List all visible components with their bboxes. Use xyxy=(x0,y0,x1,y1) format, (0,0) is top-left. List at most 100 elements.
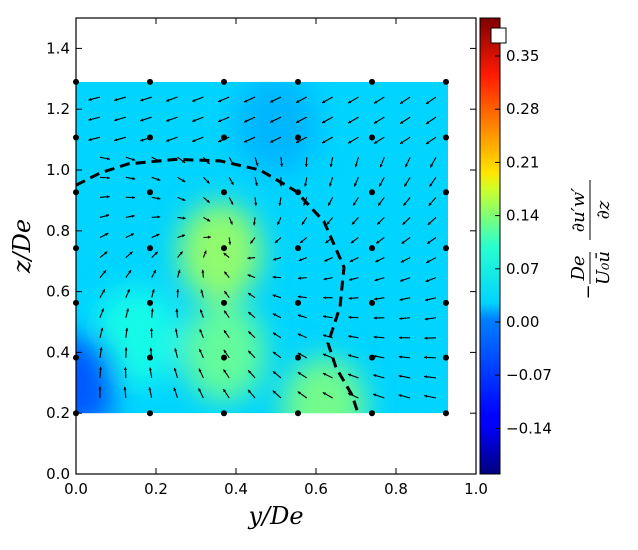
colorbar: −0.14 −0.07 0.00 0.07 0.14 0.21 0.28 0.35 − De … xyxy=(479,17,614,475)
measurement-point xyxy=(369,189,375,196)
colorbar-label-den-right: ∂z xyxy=(593,200,614,219)
vector-arrow xyxy=(399,116,411,125)
vector-arrow xyxy=(272,332,282,339)
vector-arrow xyxy=(88,136,101,141)
vector-arrow xyxy=(223,369,230,379)
vector-arrow xyxy=(322,353,333,359)
vector-arrow xyxy=(166,116,178,122)
vector-arrow xyxy=(198,348,204,359)
field-peak-1 xyxy=(182,302,266,403)
plot-area: 0.0 0.2 0.4 0.6 0.8 1.0 0.0 0.2 0.4 0.6 0.8 1.0 1.2… xyxy=(8,17,488,530)
x-axis-label: y/De xyxy=(247,502,303,530)
measurement-point xyxy=(443,299,449,306)
vector-arrow xyxy=(252,217,256,226)
vector-arrow xyxy=(247,256,256,260)
vector-arrow xyxy=(198,368,204,379)
vector-arrow xyxy=(347,392,359,399)
vector-arrow xyxy=(375,257,385,263)
vector-arrow xyxy=(273,257,282,261)
vector-arrow xyxy=(166,96,178,102)
vector-arrow xyxy=(321,136,333,144)
vector-arrow xyxy=(425,297,437,302)
measurement-point xyxy=(147,299,153,306)
vector-arrow xyxy=(374,297,385,301)
vector-arrow xyxy=(177,196,186,202)
vector-arrow xyxy=(247,292,256,299)
measurement-point xyxy=(295,299,301,306)
vector-arrow xyxy=(327,197,334,206)
measurement-point xyxy=(369,299,375,306)
vector-arrow xyxy=(297,333,307,339)
y-tick-label: 0.6 xyxy=(46,283,70,301)
colorbar-label-num-left: De xyxy=(568,255,589,281)
vector-arrow xyxy=(304,177,308,187)
vector-arrow xyxy=(192,116,204,122)
vector-arrow xyxy=(323,277,333,281)
vector-arrow xyxy=(99,327,104,338)
vector-arrow xyxy=(326,217,334,225)
vector-arrow xyxy=(151,269,157,278)
vector-arrow xyxy=(353,177,359,187)
vector-arrow xyxy=(202,176,210,184)
x-tick-label: 0.6 xyxy=(304,480,328,498)
vector-arrow xyxy=(199,328,204,339)
velocity-vectors xyxy=(88,96,437,399)
x-tick-label: 0.2 xyxy=(144,480,168,498)
vector-arrow xyxy=(304,157,308,167)
vector-arrow xyxy=(272,313,282,319)
vector-arrow xyxy=(174,328,179,338)
vector-arrow xyxy=(352,197,359,206)
measurement-point xyxy=(369,410,375,417)
field-peak-5 xyxy=(234,81,318,175)
vector-arrow xyxy=(373,335,385,339)
vector-arrow xyxy=(375,237,385,244)
measurement-point xyxy=(295,245,301,252)
measurement-point xyxy=(443,134,449,141)
vector-arrow xyxy=(347,136,359,144)
vector-arrow xyxy=(276,217,282,226)
vector-arrow xyxy=(151,288,155,298)
y-axis-ticks: 0.0 0.2 0.4 0.6 0.8 1.0 1.2 1.4 xyxy=(46,39,476,483)
vector-arrow xyxy=(347,116,359,124)
y-tick-label: 0.8 xyxy=(46,222,70,240)
field-peak-0 xyxy=(178,202,262,303)
vector-arrow xyxy=(329,177,334,187)
vector-arrow xyxy=(201,269,205,278)
vector-arrow xyxy=(298,257,307,262)
vector-arrow xyxy=(148,367,153,379)
vector-arrow xyxy=(401,237,411,245)
vector-arrow xyxy=(321,96,333,104)
vector-arrow xyxy=(269,116,282,123)
colorbar-tick-label: 0.00 xyxy=(506,313,539,331)
measurement-point xyxy=(369,354,375,361)
vector-arrow xyxy=(151,233,160,238)
measurement-points xyxy=(73,78,449,417)
vector-arrow xyxy=(247,350,256,359)
vector-arrow xyxy=(272,351,282,359)
colorbar-marker xyxy=(490,27,507,44)
vector-arrow xyxy=(99,156,111,161)
colorbar-tick-label: −0.14 xyxy=(506,419,552,437)
vector-arrow xyxy=(114,96,127,102)
vector-arrow xyxy=(297,295,307,299)
vector-arrow xyxy=(322,372,333,379)
vector-arrow xyxy=(398,355,411,359)
vector-arrow xyxy=(374,277,385,282)
vector-arrow xyxy=(247,369,256,379)
vector-arrow xyxy=(99,214,110,218)
vector-arrow xyxy=(177,216,186,220)
vector-arrow xyxy=(228,177,234,186)
vector-arrow xyxy=(177,234,186,239)
vector-arrow xyxy=(372,393,385,399)
vector-arrow xyxy=(99,269,107,278)
field-peaks xyxy=(76,81,366,414)
y-tick-label: 1.0 xyxy=(46,161,70,179)
vector-arrow xyxy=(125,156,136,161)
vector-arrow xyxy=(403,177,411,187)
vector-arrow xyxy=(125,195,136,200)
contour-field xyxy=(76,81,448,414)
vector-arrow xyxy=(99,232,109,238)
vector-arrow xyxy=(123,367,128,378)
vector-arrow xyxy=(177,269,181,278)
vector-arrow xyxy=(114,116,127,122)
